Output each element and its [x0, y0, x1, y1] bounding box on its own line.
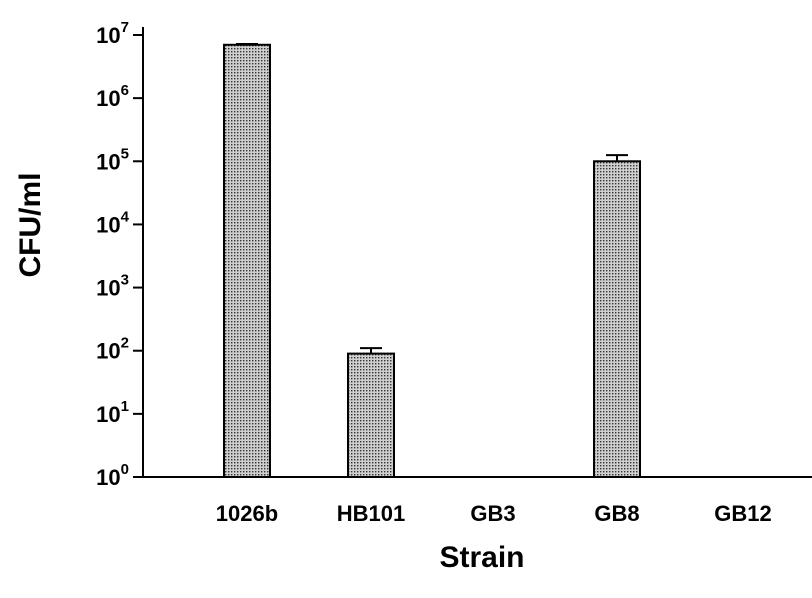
- x-tick-labels: 1026b HB101 GB3 GB8 GB12: [216, 501, 772, 526]
- error-bar-hb101: [360, 347, 382, 354]
- y-tick-label: 101: [96, 398, 129, 427]
- bar-hb101: [347, 352, 395, 478]
- axes: [142, 27, 812, 478]
- error-bar-1026b: [236, 43, 258, 46]
- y-ticks: 100 101 102 103 104 105 106 107: [96, 19, 143, 490]
- x-tick-label: 1026b: [216, 501, 278, 526]
- x-tick-label: GB8: [594, 501, 639, 526]
- bars: [223, 43, 641, 479]
- x-axis-title: Strain: [439, 541, 524, 574]
- y-tick-label: 100: [96, 461, 129, 490]
- y-tick-label: 107: [96, 19, 129, 48]
- bar-1026b: [223, 43, 271, 479]
- y-tick-label: 103: [96, 272, 129, 301]
- y-tick-label: 105: [96, 145, 129, 174]
- y-axis-title: CFU/ml: [14, 173, 47, 278]
- x-tick-label: GB12: [714, 501, 771, 526]
- error-bar-gb8: [606, 154, 628, 162]
- y-tick-label: 106: [96, 82, 129, 111]
- x-tick-label: HB101: [337, 501, 405, 526]
- y-tick-label: 104: [96, 208, 129, 237]
- y-tick-label: 102: [96, 335, 129, 364]
- x-tick-label: GB3: [470, 501, 515, 526]
- bar-gb8: [593, 160, 641, 479]
